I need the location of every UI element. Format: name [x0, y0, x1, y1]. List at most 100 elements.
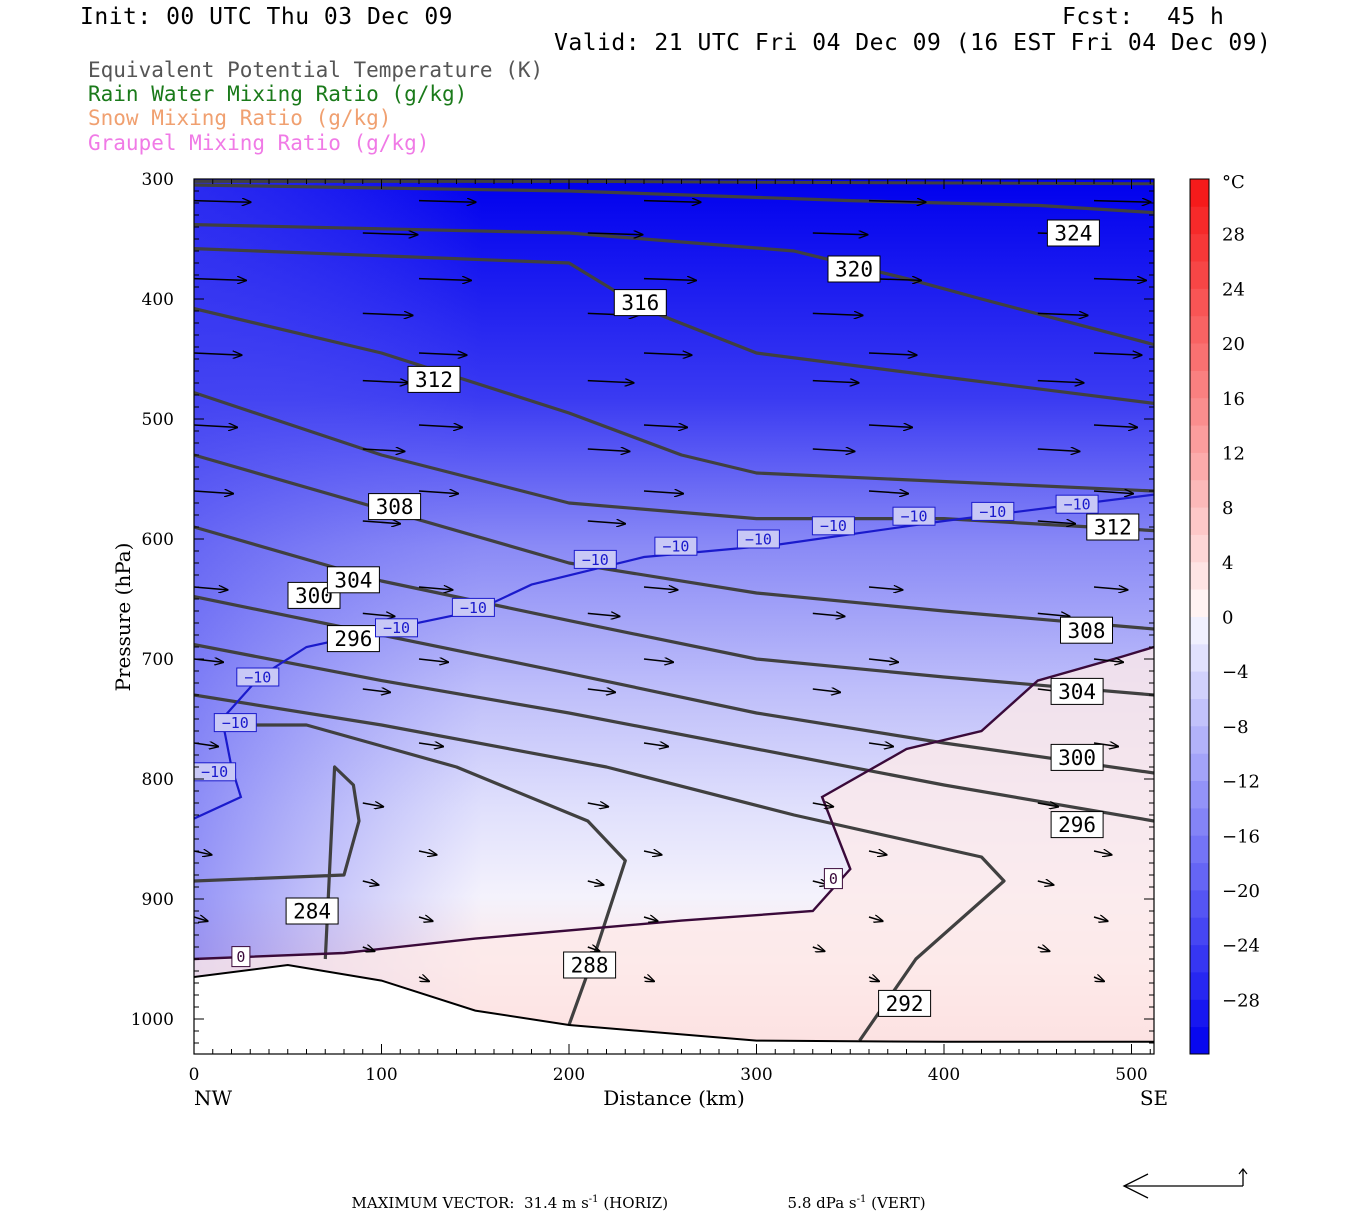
- colorbar-segment: [1190, 725, 1209, 754]
- colorbar-unit: °C: [1222, 172, 1245, 193]
- wind-vector: [362, 381, 409, 383]
- init-time: Init: 00 UTC Thu 03 Dec 09: [80, 4, 454, 30]
- wind-vector: [587, 449, 630, 451]
- colorbar-segment: [1190, 889, 1209, 918]
- theta-e-288-label-0: 288: [571, 954, 609, 978]
- wind-vector: [812, 313, 863, 315]
- colorbar-segment: [1190, 561, 1209, 590]
- plot-frame: [193, 178, 1155, 1055]
- wind-vector: [418, 851, 437, 855]
- colorbar-segment: [1190, 807, 1209, 836]
- wind-vector: [643, 977, 654, 981]
- wind-vector: [362, 613, 395, 616]
- colorbar-segment: [1190, 589, 1209, 617]
- wind-vector: [418, 491, 458, 494]
- legend-graupel: Graupel Mixing Ratio (g/kg): [88, 131, 430, 155]
- wind-vector: [1037, 881, 1054, 885]
- wind-vector: [1037, 381, 1084, 383]
- theta-e-296-label-0-box: [326, 625, 380, 653]
- isotherm-zero-label-1: 0: [829, 870, 838, 888]
- wind-vector: [418, 743, 443, 747]
- wind-vector: [1093, 353, 1142, 355]
- theta-e-296-label-1: 296: [1058, 813, 1096, 837]
- wind-vector: [194, 425, 237, 427]
- y-tick-label: 700: [142, 650, 174, 670]
- theta-e-316-line: [194, 307, 1154, 493]
- axis-labels: 0 100 200 300 400 500 300 400 500 600 700 800 900 100…: [131, 170, 1148, 1085]
- y-tick-label: 400: [142, 290, 174, 310]
- theta-e-284-line: [194, 765, 361, 960]
- isotherm-minus-10-label-1: −10: [222, 714, 249, 732]
- wind-vector: [868, 353, 917, 355]
- isotherm-minus-10-label-0: −10: [201, 763, 228, 781]
- theta-e-308-label-0-box: [368, 493, 422, 521]
- forecast-hours: 45 h: [1167, 4, 1225, 30]
- theta-e-320-label-0-box: [827, 255, 881, 283]
- wind-vector: [1037, 449, 1080, 451]
- reference-vector-arrow: [1122, 1168, 1248, 1199]
- isotherm-zero-label-0: 0: [236, 948, 245, 966]
- wind-vector: [812, 381, 859, 383]
- isotherm-minus-10-label-4-box: [451, 597, 495, 617]
- colorbar-segment: [1190, 507, 1209, 535]
- isotherm-minus-10-label-5: −10: [582, 551, 609, 569]
- footer-max-vector: MAXIMUM VECTOR: 31.4 m s-1 (HORIZ): [342, 1176, 669, 1212]
- plot-area: 2842882922962963003003043043083083123123…: [194, 179, 1154, 1054]
- colorbar-segment: [1190, 370, 1209, 399]
- theta-e-292-label-0-box: [878, 989, 932, 1017]
- wind-vector: [587, 521, 625, 524]
- wind-vector: [1093, 917, 1108, 921]
- y-tick-label: 500: [142, 410, 174, 430]
- colorbar-segment: [1190, 534, 1209, 563]
- isotherm-minus-10-label-3: −10: [383, 619, 410, 637]
- wind-vector: [1093, 659, 1123, 662]
- wind-vector: [362, 233, 418, 235]
- x-right-end-label: SE: [1140, 1086, 1168, 1110]
- wind-vector: [587, 947, 600, 951]
- wind-vector: [362, 947, 375, 951]
- theta-e-top-line-1: [194, 183, 1154, 215]
- wind-vector: [418, 587, 452, 590]
- wind-vector: [418, 279, 471, 281]
- theta-e-312-label-1: 312: [1094, 516, 1132, 540]
- colorbar-tick-label: −20: [1222, 881, 1260, 902]
- wind-vector: [418, 659, 448, 662]
- theta-e-292-label-0: 292: [886, 992, 924, 1016]
- x-tick-label: 200: [553, 1065, 585, 1085]
- wind-vector: [1037, 803, 1058, 807]
- wind-vector: [194, 491, 233, 494]
- wind-vector: [868, 201, 926, 203]
- colorbar-segment: [1190, 835, 1209, 864]
- wind-vector: [1037, 613, 1070, 616]
- colorbar-segment: [1190, 288, 1209, 317]
- colorbar-tick-label: −4: [1222, 662, 1249, 683]
- wind-vector: [643, 587, 677, 590]
- y-tick-label: 300: [142, 170, 174, 190]
- vert-value: 5.8 dPa s: [787, 1194, 857, 1212]
- theta-e-296-label-0: 296: [334, 627, 372, 651]
- theta-e-304-label-0-box: [326, 566, 380, 594]
- wind-vector: [1093, 587, 1127, 590]
- wind-vector: [868, 425, 912, 427]
- colorbar-segment: [1190, 261, 1209, 289]
- theta-e-312-label-0-box: [407, 365, 461, 393]
- wind-vector: [812, 449, 855, 451]
- theta-e-320-label-0: 320: [835, 258, 873, 282]
- colorbar-segment: [1190, 206, 1209, 235]
- theta-e-292-line: [194, 693, 1006, 1042]
- wind-vector: [194, 743, 218, 747]
- legend-theta-e: Equivalent Potential Temperature (K): [88, 58, 544, 82]
- horiz-value: 31.4 m s: [523, 1194, 589, 1212]
- theta-e-300-label-1: 300: [1058, 746, 1096, 770]
- colorbar-segment: [1190, 425, 1209, 453]
- colorbar-tick-label: 24: [1222, 279, 1245, 300]
- wind-vector: [587, 881, 604, 885]
- colorbar-tick-label: −24: [1222, 936, 1260, 957]
- colorbar-tick-label: 8: [1222, 498, 1233, 519]
- legend-rain: Rain Water Mixing Ratio (g/kg): [88, 82, 468, 106]
- colorbar-frame: [1189, 178, 1210, 1055]
- isotherm-minus-10-label-6-box: [654, 536, 698, 556]
- wind-vectors: [194, 201, 1151, 982]
- wind-vector: [1093, 279, 1146, 281]
